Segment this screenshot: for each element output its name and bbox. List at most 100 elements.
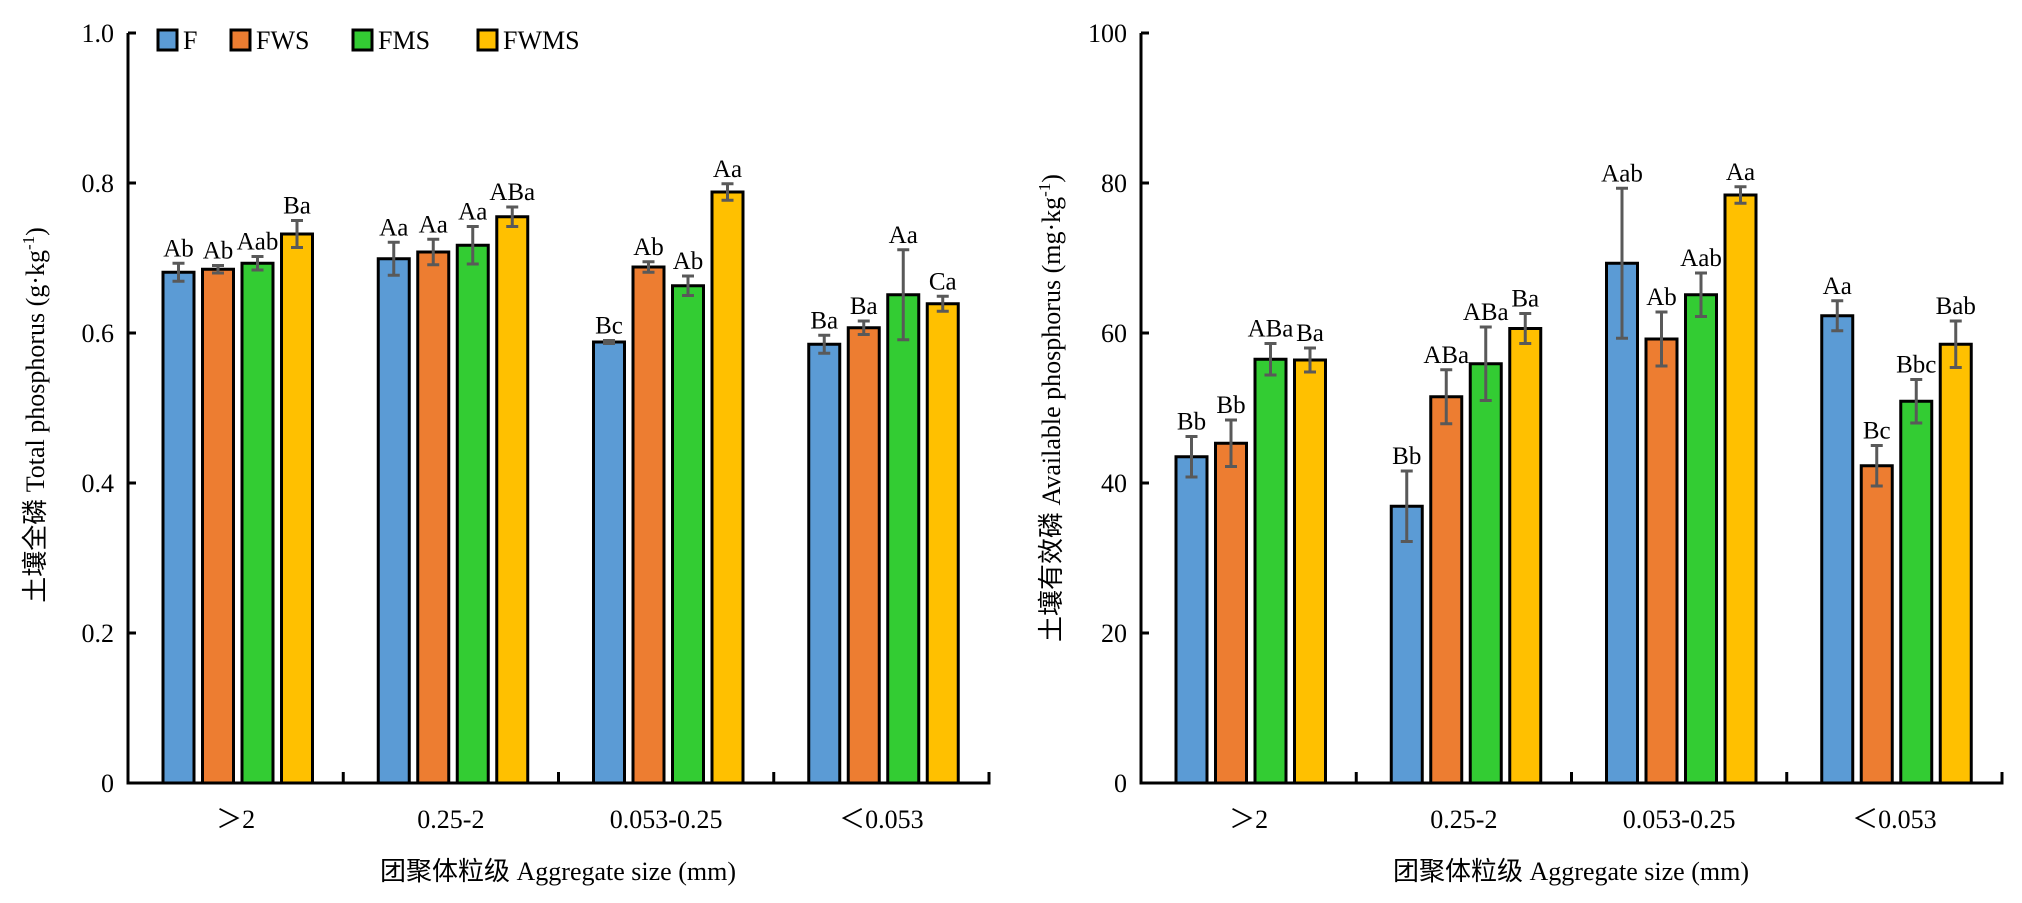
x-axis-title: 团聚体粒级 Aggregate size (mm) xyxy=(1393,857,1749,886)
x-tick-label: 0.053-0.25 xyxy=(610,805,723,834)
legend-item-fms: FMS xyxy=(351,26,430,55)
error-bar xyxy=(212,264,224,275)
error-bar xyxy=(642,260,655,274)
significance-label: Aab xyxy=(1601,160,1643,187)
significance-label: Bb xyxy=(1392,443,1421,470)
y-tick-label: 0 xyxy=(1114,769,1127,798)
significance-label: Bbc xyxy=(1896,352,1936,379)
bar-fwms-1 xyxy=(495,215,530,785)
bar-f-3 xyxy=(807,342,842,785)
legend: F FWS FMS FWMS xyxy=(156,26,580,55)
y-tick-label: 40 xyxy=(1101,469,1127,498)
bar-fwms-2 xyxy=(710,190,745,785)
significance-label: ABa xyxy=(489,179,535,206)
bar-fwms-0 xyxy=(1293,358,1327,785)
bar-fms-1 xyxy=(455,243,490,785)
legend-label: F xyxy=(183,26,197,55)
significance-label: Aa xyxy=(1726,159,1755,186)
error-bar xyxy=(857,319,870,336)
available-phosphorus-chart: 土壤有效磷 Available phosphorus (mg·kg-1) 团聚体… xyxy=(1035,19,2004,886)
x-tick-label: ＞2 xyxy=(216,805,255,834)
bar-fws-1 xyxy=(416,250,451,785)
y-tick-label: 0.6 xyxy=(82,319,115,348)
bar-fws-3 xyxy=(1859,464,1894,785)
y-axis-title: 土壤有效磷 Available phosphorus (mg·kg-1) xyxy=(1035,174,1066,642)
y-tick-label: 0 xyxy=(101,769,114,798)
bar-f-0 xyxy=(161,270,196,785)
significance-label: ABa xyxy=(1423,342,1469,369)
error-bar xyxy=(1400,469,1413,543)
y-tick-label: 0.2 xyxy=(82,619,115,648)
y-tick-label: 0.8 xyxy=(82,169,115,198)
bar-fws-3 xyxy=(846,326,881,785)
significance-label: Bb xyxy=(1216,392,1245,419)
error-bar xyxy=(897,248,910,342)
bar-f-1 xyxy=(1389,504,1424,785)
legend-label: FWS xyxy=(256,26,309,55)
error-bar xyxy=(1655,310,1668,368)
error-bar xyxy=(1440,368,1453,426)
significance-label: Ba xyxy=(1296,320,1324,347)
significance-label: Ab xyxy=(203,238,234,265)
error-bar xyxy=(682,274,694,297)
bar-fws-0 xyxy=(201,267,235,785)
error-bar xyxy=(1949,319,1962,369)
significance-label: Ba xyxy=(850,293,878,320)
significance-label: Ab xyxy=(673,248,704,275)
significance-label: Ba xyxy=(1511,286,1539,313)
error-bar xyxy=(291,219,303,249)
x-tick-label: 0.053-0.25 xyxy=(1623,805,1736,834)
error-bar xyxy=(603,339,615,345)
legend-swatch xyxy=(351,28,374,52)
bar-f-2 xyxy=(1605,261,1639,785)
error-bar xyxy=(1734,185,1747,205)
error-bar xyxy=(1616,186,1628,340)
error-bar xyxy=(387,240,400,277)
significance-label: Ba xyxy=(810,307,838,334)
significance-label: Aa xyxy=(889,222,918,249)
x-tick-label: 0.25-2 xyxy=(417,805,484,834)
y-tick-label: 80 xyxy=(1101,169,1127,198)
significance-label: Aab xyxy=(1680,245,1722,272)
bar-f-3 xyxy=(1820,314,1855,785)
significance-label: Aa xyxy=(1823,273,1852,300)
bar-fms-0 xyxy=(240,261,275,785)
significance-label: Ab xyxy=(163,235,194,262)
y-tick-label: 1.0 xyxy=(82,19,115,48)
legend-item-f: F xyxy=(156,26,197,55)
legend-swatch xyxy=(156,28,179,52)
error-bar xyxy=(1225,418,1237,468)
error-bar xyxy=(1831,299,1844,333)
bar-fws-2 xyxy=(1644,337,1679,785)
bar-fws-2 xyxy=(631,265,666,785)
error-bar xyxy=(936,294,949,313)
error-bar xyxy=(1519,312,1532,345)
bar-fms-2 xyxy=(1684,293,1718,785)
y-tick-label: 20 xyxy=(1101,619,1127,648)
error-bar xyxy=(251,255,264,272)
legend-item-fwms: FWMS xyxy=(476,26,580,55)
bar-f-1 xyxy=(376,257,411,785)
legend-swatch xyxy=(229,28,252,52)
bar-fms-3 xyxy=(1899,399,1934,785)
error-bar xyxy=(1304,346,1316,374)
significance-label: Ab xyxy=(1646,284,1677,311)
bar-fwms-1 xyxy=(1508,327,1543,785)
error-bar xyxy=(1185,435,1198,479)
error-bar xyxy=(427,237,440,267)
error-bar xyxy=(172,261,185,283)
error-bar xyxy=(721,182,734,202)
significance-label: Ca xyxy=(929,268,957,295)
significance-label: Ba xyxy=(283,193,311,220)
significance-label: Aab xyxy=(237,229,279,256)
legend-label: FMS xyxy=(378,26,430,55)
significance-label: Aa xyxy=(379,214,408,241)
error-bar xyxy=(1910,378,1923,425)
significance-label: Ab xyxy=(633,234,664,261)
significance-label: Bb xyxy=(1177,409,1206,436)
bar-fms-0 xyxy=(1253,357,1288,785)
bar-fwms-3 xyxy=(1938,342,1973,785)
x-axis-title: 团聚体粒级 Aggregate size (mm) xyxy=(380,857,736,886)
bar-fms-1 xyxy=(1468,362,1503,785)
error-bar xyxy=(466,225,479,266)
